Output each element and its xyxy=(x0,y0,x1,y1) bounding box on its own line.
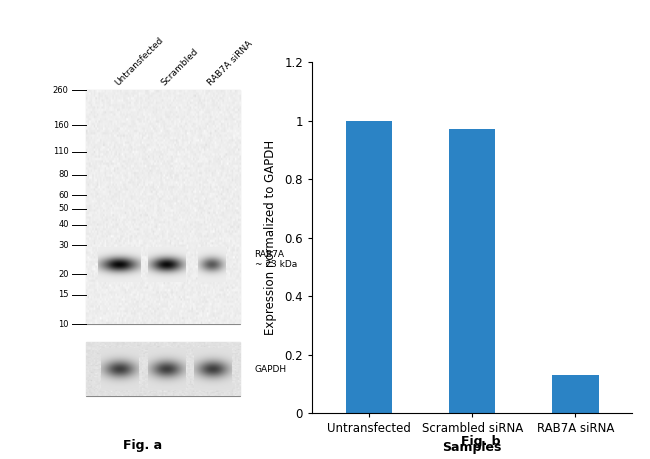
Bar xyxy=(449,129,495,413)
Text: RAB7A
~ 23 kDa: RAB7A ~ 23 kDa xyxy=(255,250,297,269)
Text: 160: 160 xyxy=(53,121,69,129)
Text: 260: 260 xyxy=(53,86,69,95)
Text: Scrambled: Scrambled xyxy=(160,47,200,88)
Text: 30: 30 xyxy=(58,241,69,250)
Text: 60: 60 xyxy=(58,191,69,200)
Text: 40: 40 xyxy=(58,220,69,229)
Text: Fig. a: Fig. a xyxy=(124,439,162,452)
Text: 20: 20 xyxy=(58,270,69,279)
Text: Fig. b: Fig. b xyxy=(462,435,501,448)
Y-axis label: Expression normalized to GAPDH: Expression normalized to GAPDH xyxy=(265,140,278,335)
Bar xyxy=(552,375,599,413)
Bar xyxy=(86,342,240,396)
X-axis label: Samples: Samples xyxy=(443,441,502,453)
Bar xyxy=(346,121,392,413)
Text: 80: 80 xyxy=(58,170,69,179)
Text: 50: 50 xyxy=(58,204,69,213)
Text: 15: 15 xyxy=(58,291,69,299)
Text: 110: 110 xyxy=(53,147,69,157)
Text: RAB7A siRNA: RAB7A siRNA xyxy=(206,39,254,88)
Text: GAPDH: GAPDH xyxy=(255,364,287,374)
Bar xyxy=(86,90,240,324)
Text: Untransfected: Untransfected xyxy=(113,36,165,88)
Text: 10: 10 xyxy=(58,319,69,329)
